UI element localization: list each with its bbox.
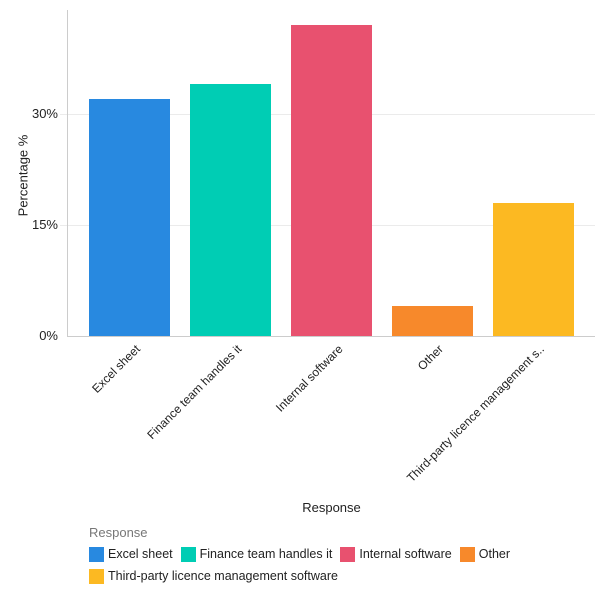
bar-third-party-licence-management-software[interactable] [493,202,574,336]
legend-swatch [180,546,196,562]
legend-item[interactable]: Excel sheet [89,546,173,562]
x-tick-label: Excel sheet [89,342,144,396]
x-tick-label: Finance team handles it [144,342,245,442]
x-axis-title: Response [302,500,361,515]
legend-swatch [89,568,104,584]
bar-finance-team-handles-it[interactable] [190,84,271,336]
legend-label: Excel sheet [108,547,173,561]
y-tick-15: 15% [31,217,58,232]
legend-item[interactable]: Other [459,546,511,562]
x-tick-label: Other [415,342,447,374]
y-tick-30: 30% [31,106,58,121]
bar-excel-sheet[interactable] [89,99,170,336]
legend-label: Finance team handles it [199,547,333,561]
bar-internal-software[interactable] [291,25,372,336]
legend-swatch [340,546,356,562]
legend-swatch [459,546,475,562]
y-axis-line [67,10,68,337]
legend-label: Third-party licence management software [108,569,338,583]
legend-item[interactable]: Finance team handles it [180,546,333,562]
legend-title: Response [89,525,148,540]
y-axis-title: Percentage % [15,134,31,217]
x-axis-line [67,336,595,337]
legend-item[interactable]: Third-party licence management software [89,568,338,584]
legend-swatch [89,546,104,562]
x-tick-label: Internal software [272,342,346,415]
legend-label: Internal software [359,547,452,561]
bar-other[interactable] [392,306,473,336]
legend: Excel sheet Finance team handles it Intern… [89,546,569,584]
legend-item[interactable]: Internal software [340,546,452,562]
y-tick-0: 0% [39,328,58,343]
legend-label: Other [478,547,511,561]
